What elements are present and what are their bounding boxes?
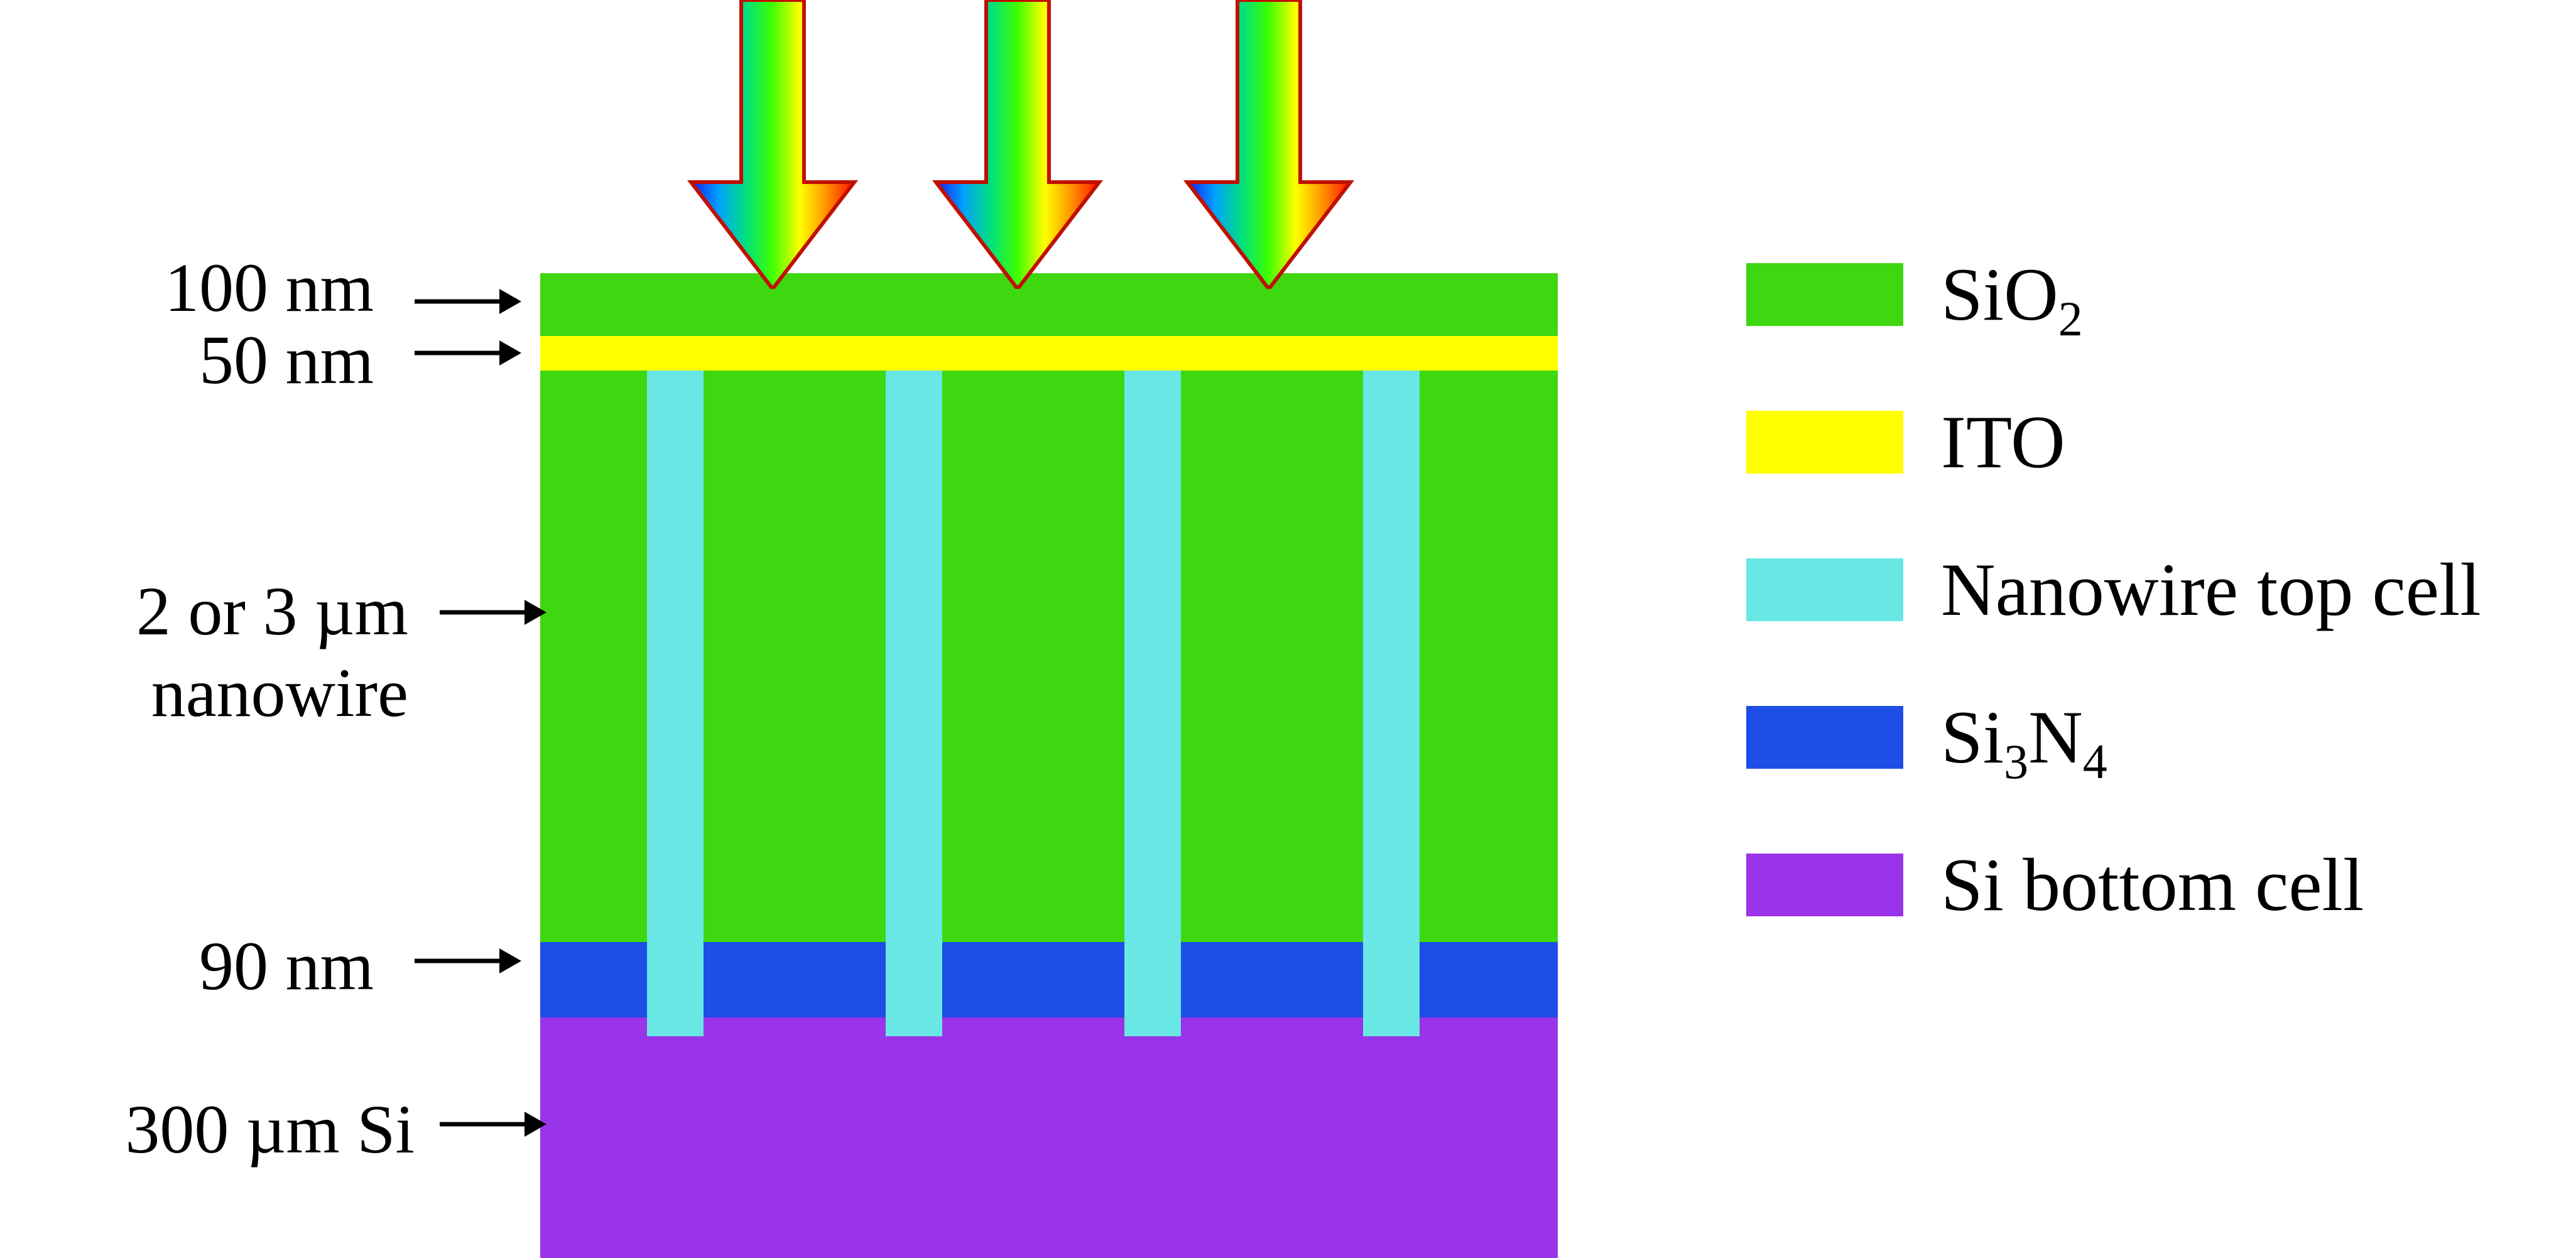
lg-nw: Nanowire top cell [1746, 546, 2481, 633]
lg-nw-swatch [1746, 558, 1903, 621]
light-arrow-2 [1181, 0, 1357, 292]
lg-si3n4: Si3N4 [1746, 694, 2107, 781]
d-300si-arrow [437, 1099, 568, 1152]
layer-ito [540, 336, 1558, 371]
lg-ito: ITO [1746, 399, 2065, 485]
nanowire [647, 371, 704, 1036]
d-50nm-arrow [411, 328, 543, 381]
lg-si3n4-label: Si3N4 [1941, 694, 2107, 781]
nanowire [1363, 371, 1420, 1036]
d-nw1: 2 or 3 µm [136, 572, 408, 651]
lg-si-swatch [1746, 854, 1903, 916]
d-90nm: 90 nm [199, 926, 374, 1006]
light-arrow-1 [930, 0, 1106, 292]
diagram-stage: 100 nm50 nm 2 or 3 µmnanowire 90 nm 300 µm … [0, 0, 2576, 1258]
lg-sio2-label: SiO2 [1941, 251, 2083, 338]
d-50nm: 50 nm [199, 320, 374, 400]
lg-ito-swatch [1746, 411, 1903, 474]
d-nw1-arrow [437, 587, 568, 641]
layer-si-bottom [540, 1017, 1558, 1258]
d-100nm-arrow [411, 276, 543, 330]
lg-sio2: SiO2 [1746, 251, 2083, 338]
d-nw2: nanowire [151, 653, 408, 733]
nanowire [886, 371, 942, 1036]
lg-sio2-swatch [1746, 263, 1903, 326]
lg-si3n4-swatch [1746, 706, 1903, 769]
d-90nm-arrow [411, 936, 543, 989]
lg-ito-label: ITO [1941, 399, 2065, 485]
lg-si-label: Si bottom cell [1941, 842, 2364, 928]
lg-nw-label: Nanowire top cell [1941, 546, 2481, 633]
d-300si: 300 µm Si [125, 1090, 415, 1169]
light-arrow-0 [685, 0, 861, 292]
lg-si: Si bottom cell [1746, 842, 2364, 928]
nanowire [1124, 371, 1181, 1036]
d-100nm: 100 nm [165, 248, 374, 328]
